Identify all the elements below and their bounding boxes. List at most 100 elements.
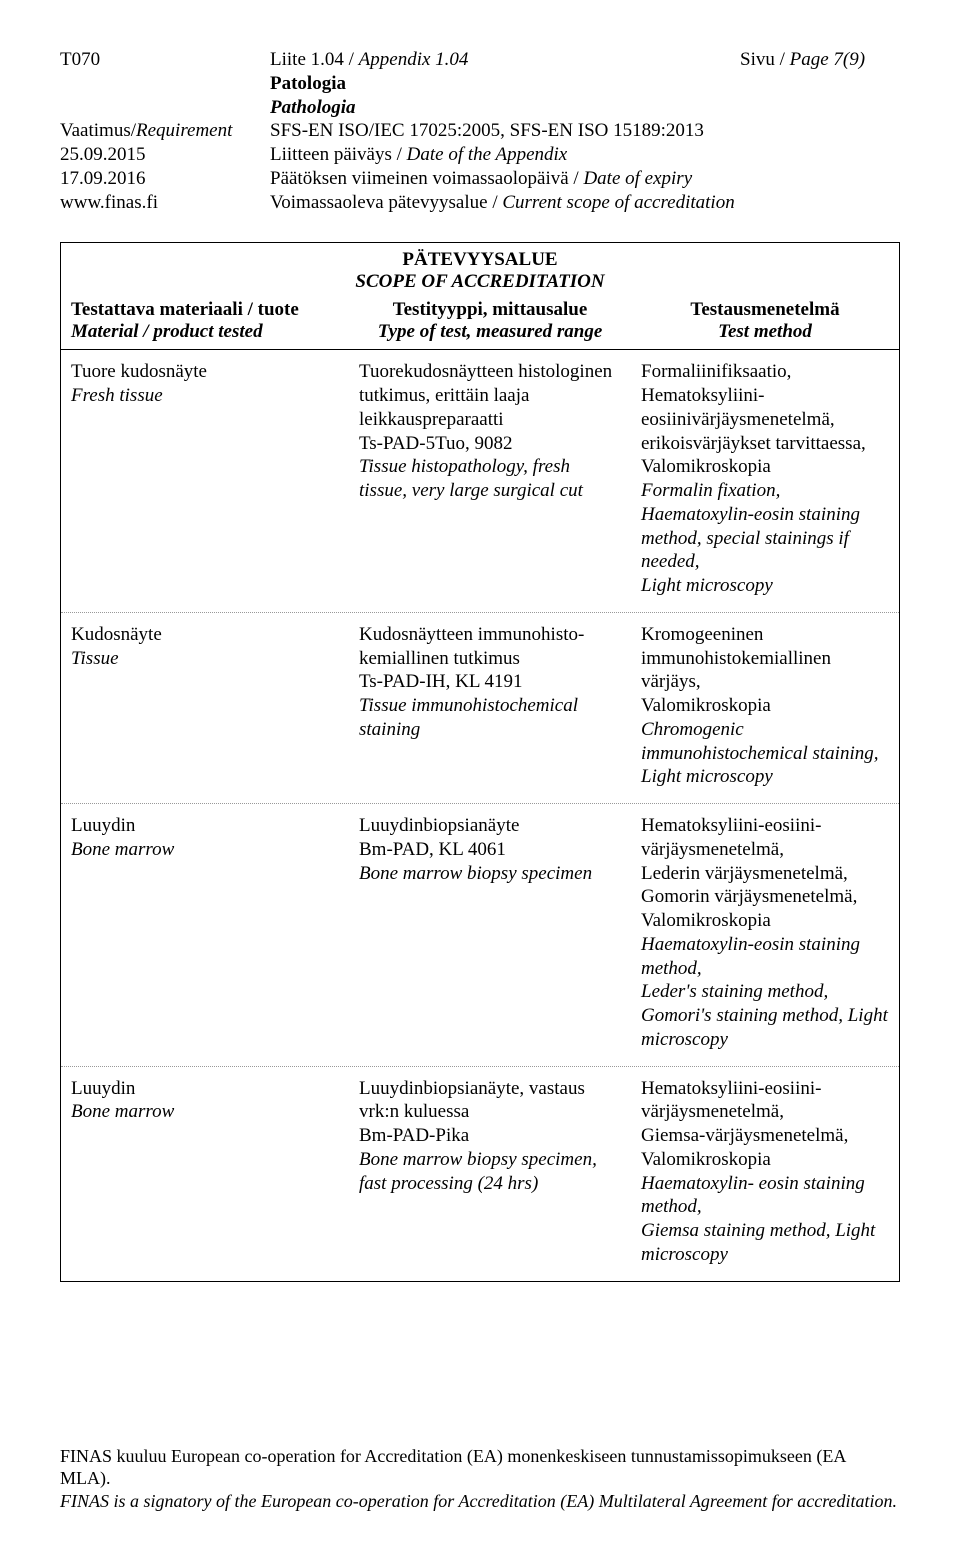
method-line-en: Light microscopy [641, 574, 889, 598]
header-row-6: 17.09.2016 Päätöksen viimeinen voimassao… [60, 167, 900, 191]
scope-subtitle: SCOPE OF ACCREDITATION [61, 271, 899, 297]
patologia-label: Patologia [270, 72, 740, 96]
header-code: T070 [60, 48, 270, 72]
method-line-en: Giemsa staining method, Light microscopy [641, 1219, 889, 1267]
table-head-col3: Testausmenetelmä Test method [631, 297, 899, 349]
table-row: Tuore kudosnäyteFresh tissueTuorekudosnä… [61, 350, 899, 613]
scope-text-plain: Voimassaoleva pätevyysalue / [270, 192, 502, 213]
material-name-en: Bone marrow [71, 1100, 339, 1124]
accreditation-table: PÄTEVYYSALUE SCOPE OF ACCREDITATION Test… [60, 242, 900, 1281]
testtype-line-en: Tissue histopathology, fresh tissue, ver… [359, 455, 621, 503]
cell-method: Hematoksyliini-eosiini-värjäysmenetelmä,… [631, 804, 899, 1066]
testtype-line: Ts-PAD-IH, KL 4191 [359, 670, 621, 694]
date2-text-plain: Päätöksen viimeinen voimassaolopäivä / [270, 168, 583, 189]
site: www.finas.fi [60, 191, 270, 215]
method-line: Hematoksyliini-eosiini-värjäysmenetelmä, [641, 1077, 889, 1125]
material-name-en: Tissue [71, 647, 339, 671]
scope-text: Voimassaoleva pätevyysalue / Current sco… [270, 191, 740, 215]
table-head-row: Testattava materiaali / tuote Material /… [61, 297, 899, 350]
cell-testtype: Tuorekudosnäytteen histologinen tutkimus… [349, 350, 631, 612]
testtype-line-en: Bone marrow biopsy specimen [359, 862, 621, 886]
method-line: Valomikroskopia [641, 694, 889, 718]
requirement-label: Vaatimus/Requirement [60, 119, 270, 143]
method-line: Lederin värjäysmenetelmä, Gomorin värjäy… [641, 862, 889, 933]
header-page: Sivu / Page 7(9) [740, 48, 900, 72]
material-name: Kudosnäyte [71, 623, 339, 647]
table-row: LuuydinBone marrowLuuydinbiopsianäyte, v… [61, 1067, 899, 1281]
appendix-label: Appendix 1.04 [359, 49, 469, 70]
sivu-label: Sivu / [740, 49, 790, 70]
cell-material: KudosnäyteTissue [61, 613, 349, 803]
th2-sub: Type of test, measured range [359, 321, 621, 343]
footer-line2: FINAS is a signatory of the European co-… [60, 1490, 900, 1513]
date2-text-it: Date of expiry [583, 168, 692, 189]
header-row-3: Pathologia [60, 96, 900, 120]
table-body: Tuore kudosnäyteFresh tissueTuorekudosnä… [61, 350, 899, 1280]
liite-label: Liite 1.04 / [270, 49, 359, 70]
requirement-value: SFS-EN ISO/IEC 17025:2005, SFS-EN ISO 15… [270, 119, 740, 143]
method-line: Formaliinifiksaatio, Hematoksyliini-eosi… [641, 360, 889, 479]
scope-text-it: Current scope of accreditation [502, 192, 734, 213]
material-name: Luuydin [71, 1077, 339, 1101]
testtype-line: Luuydinbiopsianäyte [359, 814, 621, 838]
req-label-it: Requirement [136, 120, 232, 141]
method-line: Kromogeeninen immunohistokemiallinen vär… [641, 623, 889, 694]
table-head-col1: Testattava materiaali / tuote Material /… [61, 297, 349, 349]
footer: FINAS kuuluu European co-operation for A… [60, 1445, 900, 1513]
table-head-col2: Testityyppi, mittausalue Type of test, m… [349, 297, 631, 349]
date2-text: Päätöksen viimeinen voimassaolopäivä / D… [270, 167, 740, 191]
method-line-en: Chromogenic immunohistochemical staining… [641, 718, 889, 789]
testtype-line: Luuydinbiopsianäyte, vastaus vrk:n kulue… [359, 1077, 621, 1125]
method-line: Giemsa-värjäysmenetelmä, Valomikroskopia [641, 1124, 889, 1172]
cell-method: Kromogeeninen immunohistokemiallinen vär… [631, 613, 899, 803]
cell-testtype: Luuydinbiopsianäyte, vastaus vrk:n kulue… [349, 1067, 631, 1281]
testtype-line: Kudosnäytteen immunohisto-kemiallinen tu… [359, 623, 621, 671]
date1-text-plain: Liitteen päiväys / [270, 144, 407, 165]
header-block: T070 Liite 1.04 / Appendix 1.04 Sivu / P… [60, 48, 900, 214]
testtype-line: Tuorekudosnäytteen histologinen tutkimus… [359, 360, 621, 431]
th1-sub: Material / product tested [71, 321, 339, 343]
table-row: KudosnäyteTissueKudosnäytteen immunohist… [61, 613, 899, 804]
cell-method: Hematoksyliini-eosiini-värjäysmenetelmä,… [631, 1067, 899, 1281]
cell-testtype: LuuydinbiopsianäyteBm-PAD, KL 4061Bone m… [349, 804, 631, 1066]
cell-material: Tuore kudosnäyteFresh tissue [61, 350, 349, 612]
header-row-2: Patologia [60, 72, 900, 96]
header-row-7: www.finas.fi Voimassaoleva pätevyysalue … [60, 191, 900, 215]
testtype-line-en: Tissue immunohistochemical staining [359, 694, 621, 742]
date1-text-it: Date of the Appendix [407, 144, 568, 165]
th3-main: Testausmenetelmä [641, 299, 889, 321]
table-row: LuuydinBone marrowLuuydinbiopsianäyteBm-… [61, 804, 899, 1067]
date2: 17.09.2016 [60, 167, 270, 191]
cell-material: LuuydinBone marrow [61, 804, 349, 1066]
pathologia-label: Pathologia [270, 96, 740, 120]
material-name: Tuore kudosnäyte [71, 360, 339, 384]
material-name-en: Fresh tissue [71, 384, 339, 408]
method-line-en: Haematoxylin-eosin staining method, [641, 933, 889, 981]
cell-testtype: Kudosnäytteen immunohisto-kemiallinen tu… [349, 613, 631, 803]
testtype-line: Bm-PAD-Pika [359, 1124, 621, 1148]
testtype-line: Ts-PAD-5Tuo, 9082 [359, 432, 621, 456]
header-row-1: T070 Liite 1.04 / Appendix 1.04 Sivu / P… [60, 48, 900, 72]
method-line-en: Haematoxylin- eosin staining method, [641, 1172, 889, 1220]
material-name: Luuydin [71, 814, 339, 838]
material-name-en: Bone marrow [71, 838, 339, 862]
date1-text: Liitteen päiväys / Date of the Appendix [270, 143, 740, 167]
method-line: Hematoksyliini-eosiini-värjäysmenetelmä, [641, 814, 889, 862]
req-label: Vaatimus/ [60, 120, 136, 141]
footer-line1: FINAS kuuluu European co-operation for A… [60, 1445, 900, 1490]
page-label: Page 7(9) [790, 49, 865, 70]
date1: 25.09.2015 [60, 143, 270, 167]
th3-sub: Test method [641, 321, 889, 343]
cell-material: LuuydinBone marrow [61, 1067, 349, 1281]
scope-title: PÄTEVYYSALUE [61, 243, 899, 271]
cell-method: Formaliinifiksaatio, Hematoksyliini-eosi… [631, 350, 899, 612]
page: T070 Liite 1.04 / Appendix 1.04 Sivu / P… [0, 0, 960, 1554]
header-empty [60, 72, 270, 96]
method-line-en: Formalin fixation, Haematoxylin-eosin st… [641, 479, 889, 574]
method-line-en: Leder's staining method, Gomori's staini… [641, 980, 889, 1051]
testtype-line-en: Bone marrow biopsy specimen, fast proces… [359, 1148, 621, 1196]
header-title: Liite 1.04 / Appendix 1.04 [270, 48, 740, 72]
header-row-5: 25.09.2015 Liitteen päiväys / Date of th… [60, 143, 900, 167]
th1-main: Testattava materiaali / tuote [71, 299, 339, 321]
header-row-4: Vaatimus/Requirement SFS-EN ISO/IEC 1702… [60, 119, 900, 143]
